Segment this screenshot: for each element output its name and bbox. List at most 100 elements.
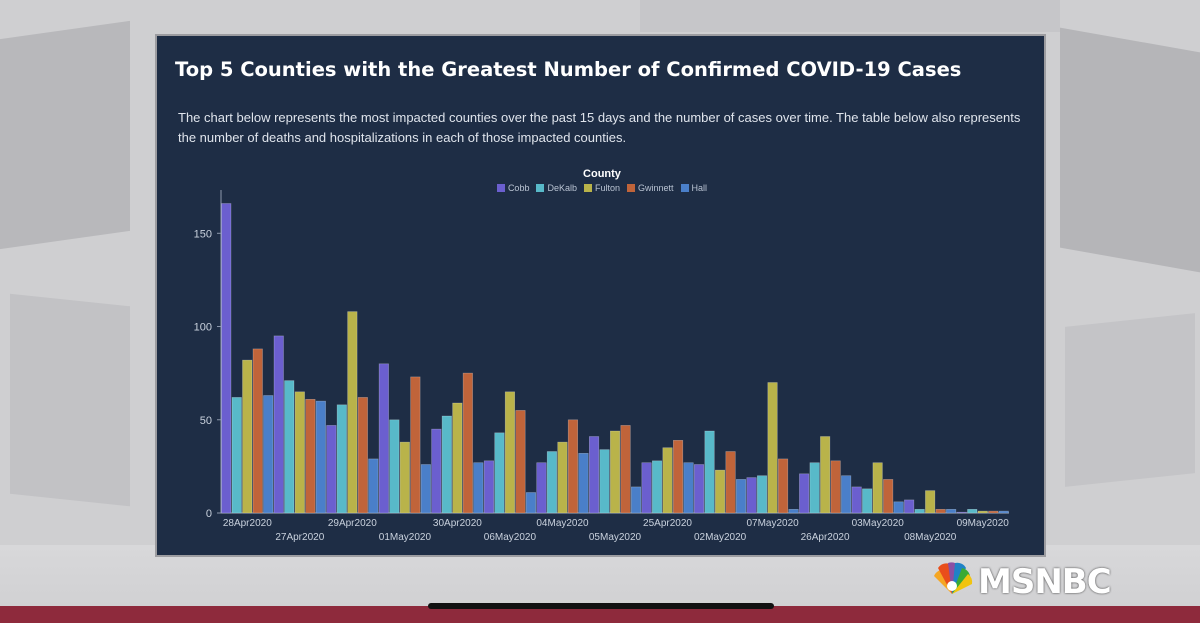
bar-dekalb [546, 451, 558, 514]
bar-hall [525, 492, 537, 514]
legend-label: DeKalb [547, 183, 577, 193]
bar-fulton [242, 359, 253, 514]
bar-gwinnett [357, 397, 368, 514]
bar-fulton [767, 382, 778, 514]
bar-cobb [273, 335, 284, 514]
bar-dekalb [862, 488, 873, 514]
bar-cobb [326, 425, 337, 514]
background-panel [1065, 313, 1195, 487]
bar-cobb [904, 499, 915, 514]
bar-cobb [378, 363, 389, 514]
bar-hall [420, 464, 431, 514]
x-tick-label: 26Apr2020 [801, 532, 850, 543]
legend-label: Fulton [594, 183, 620, 193]
bar-cobb [851, 486, 862, 514]
bar-cobb [641, 462, 652, 514]
legend-items: Cobb DeKalb Fulton Gwinnett Hall [487, 183, 717, 193]
bar-hall [315, 400, 326, 514]
chart-legend: County Cobb DeKalb Fulton Gwinnett Hall [487, 168, 717, 200]
chart-screen: Top 5 Counties with the Greatest Number … [157, 36, 1044, 555]
bar-fulton [399, 441, 410, 514]
x-tick-label: 05May2020 [589, 532, 642, 543]
bar-cobb [431, 428, 442, 514]
bar-dekalb [336, 404, 347, 514]
legend-label: Hall [691, 183, 708, 193]
bar-gwinnett [305, 398, 316, 514]
bar-fulton [872, 462, 883, 514]
legend-label: Gwinnett [638, 183, 674, 193]
bar-cobb [483, 460, 495, 514]
x-tick-label: 02May2020 [694, 532, 747, 543]
background-panel [640, 0, 1060, 32]
bar-cobb [221, 203, 232, 514]
bar-dekalb [809, 462, 820, 514]
x-tick-label: 06May2020 [484, 532, 537, 543]
bar-gwinnett [883, 479, 894, 514]
bar-fulton [662, 447, 673, 514]
bar-dekalb [494, 432, 505, 514]
x-tick-label: 28Apr2020 [223, 518, 272, 529]
legend-swatch [583, 184, 592, 192]
bar-dekalb [389, 419, 400, 514]
bar-gwinnett [567, 419, 579, 514]
x-tick-label: 25Apr2020 [643, 518, 692, 529]
bar-gwinnett [777, 458, 789, 514]
bar-hall [578, 452, 589, 514]
bar-cobb [799, 473, 810, 514]
bar-hall [998, 510, 1009, 514]
x-tick-label: 08May2020 [904, 532, 957, 543]
bar-cobb [693, 464, 705, 514]
legend-title: County [583, 168, 621, 180]
legend-item-cobb: Cobb [496, 183, 530, 193]
legend-label: Cobb [507, 183, 530, 193]
legend-swatch [496, 184, 505, 192]
bar-dekalb [967, 508, 978, 514]
legend-swatch [536, 184, 545, 192]
bar-hall [735, 479, 747, 514]
background-panel [10, 293, 130, 507]
legend-item-hall: Hall [680, 183, 708, 193]
bar-cobb [588, 436, 600, 514]
x-tick-label: 30Apr2020 [433, 518, 482, 529]
bar-fulton [452, 402, 463, 514]
bar-cobb [956, 511, 967, 514]
bar-dekalb [704, 430, 715, 514]
bar-fulton [347, 311, 358, 514]
legend-item-gwinnett: Gwinnett [627, 183, 674, 193]
bar-fulton [504, 391, 516, 514]
bar-fulton [925, 490, 936, 514]
bar-fulton [820, 436, 831, 514]
bar-hall [946, 508, 957, 514]
bar-fulton [977, 510, 988, 514]
bar-gwinnett [620, 425, 631, 514]
bar-fulton [557, 441, 568, 514]
bar-dekalb [441, 415, 452, 514]
legend-item-fulton: Fulton [583, 183, 620, 193]
bar-hall [841, 475, 852, 514]
bar-gwinnett [672, 439, 684, 514]
background-panel [0, 20, 130, 250]
bar-gwinnett [725, 451, 736, 514]
bar-dekalb [599, 449, 610, 514]
chart-description: The chart below represents the most impa… [178, 110, 1021, 145]
y-tick-label: 100 [194, 322, 212, 334]
bar-gwinnett [515, 410, 526, 514]
x-tick-label: 04May2020 [536, 518, 589, 529]
bar-hall [630, 486, 642, 514]
bar-dekalb [231, 397, 242, 514]
legend-swatch [680, 184, 689, 192]
nbc-peacock-icon [934, 562, 973, 594]
legend-swatch [627, 184, 635, 192]
background-panel [1060, 27, 1200, 273]
bar-hall [683, 462, 694, 514]
network-logo-text: MSNBC [978, 562, 1112, 602]
x-tick-label: 29Apr2020 [328, 518, 377, 529]
home-indicator [428, 603, 774, 609]
bar-dekalb [756, 475, 768, 514]
bar-gwinnett [252, 348, 263, 514]
network-logo: MSNBC [928, 562, 1158, 602]
bar-cobb [746, 477, 757, 514]
x-tick-label: 01May2020 [379, 532, 432, 543]
y-tick-label: 50 [200, 415, 212, 427]
